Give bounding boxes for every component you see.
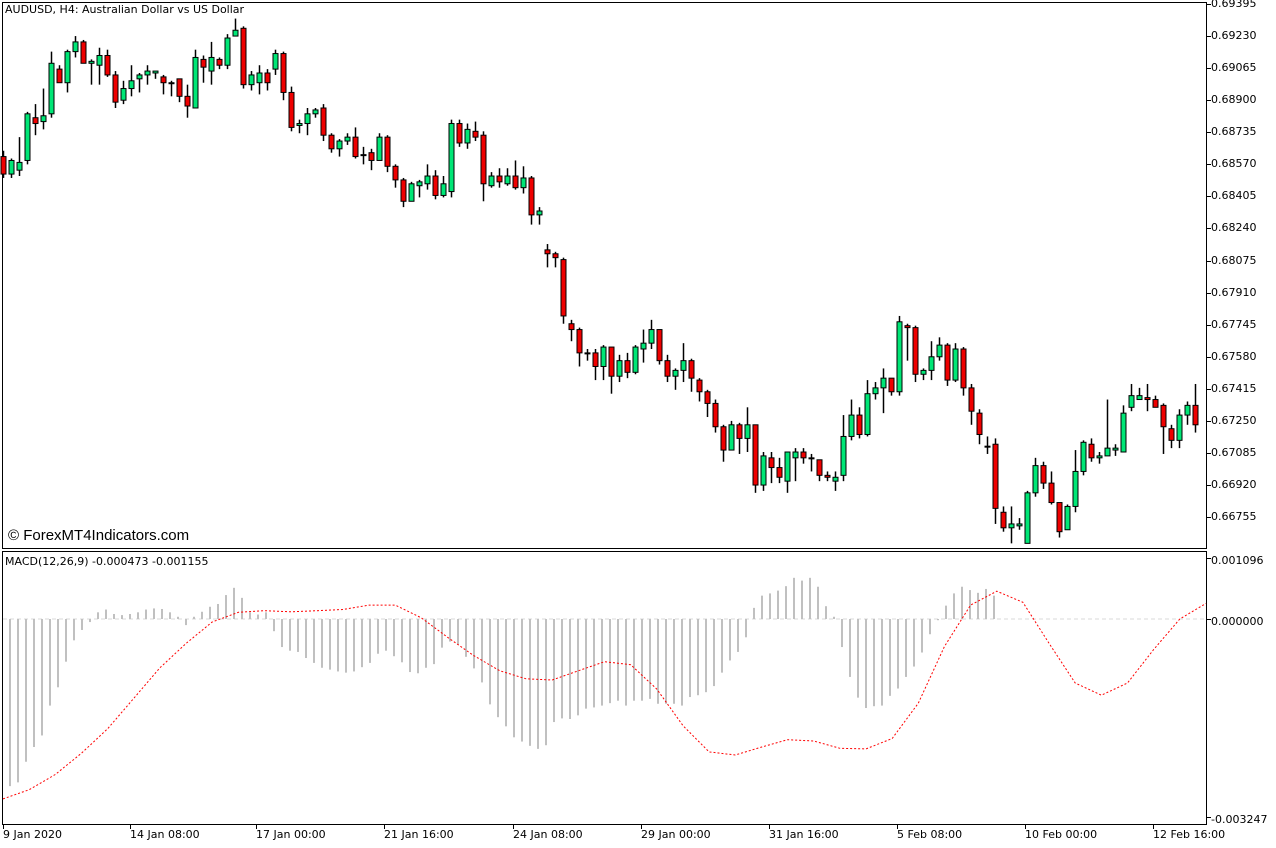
macd-tick [1207, 619, 1211, 620]
macd-tick-label: 0.001096 [1211, 554, 1264, 567]
price-chart-pane[interactable] [2, 2, 1207, 549]
macd-tick [1207, 558, 1211, 559]
time-tick [641, 825, 642, 829]
time-tick [1153, 825, 1154, 829]
price-tick [1207, 293, 1211, 294]
price-tick [1207, 132, 1211, 133]
price-tick-label: 0.67580 [1211, 350, 1257, 363]
time-tick [513, 825, 514, 829]
price-tick [1207, 196, 1211, 197]
macd-indicator-label: MACD(12,26,9) -0.000473 -0.001155 [5, 555, 209, 568]
price-tick [1207, 164, 1211, 165]
time-tick [897, 825, 898, 829]
price-tick-label: 0.66755 [1211, 510, 1257, 523]
price-tick [1207, 421, 1211, 422]
price-tick-label: 0.67250 [1211, 414, 1257, 427]
price-tick [1207, 485, 1211, 486]
watermark: © ForexMT4Indicators.com [8, 527, 190, 544]
price-tick-label: 0.68570 [1211, 157, 1257, 170]
price-tick-label: 0.67085 [1211, 446, 1257, 459]
price-tick-label: 0.69065 [1211, 61, 1257, 74]
time-tick [769, 825, 770, 829]
macd-tick-label: -0.003247 [1211, 813, 1268, 826]
price-tick [1207, 100, 1211, 101]
price-tick-label: 0.67415 [1211, 382, 1257, 395]
price-tick-label: 0.68240 [1211, 221, 1257, 234]
price-tick [1207, 261, 1211, 262]
price-tick-label: 0.68405 [1211, 189, 1257, 202]
price-tick-label: 0.67745 [1211, 318, 1257, 331]
price-tick-label: 0.66920 [1211, 478, 1257, 491]
time-tick [130, 825, 131, 829]
price-tick-label: 0.69230 [1211, 29, 1257, 42]
macd-indicator-pane[interactable] [2, 551, 1207, 825]
price-tick-label: 0.68075 [1211, 254, 1257, 267]
time-tick-label: 5 Feb 08:00 [897, 828, 963, 841]
time-tick-label: 17 Jan 00:00 [256, 828, 326, 841]
time-tick [384, 825, 385, 829]
price-tick [1207, 68, 1211, 69]
price-tick [1207, 36, 1211, 37]
time-tick [1025, 825, 1026, 829]
price-tick-label: 0.68735 [1211, 125, 1257, 138]
macd-tick-label: 0.000000 [1211, 615, 1264, 628]
price-tick-label: 0.67910 [1211, 286, 1257, 299]
price-tick [1207, 389, 1211, 390]
price-tick [1207, 357, 1211, 358]
price-tick-label: 0.68900 [1211, 93, 1257, 106]
price-tick [1207, 228, 1211, 229]
price-tick [1207, 4, 1211, 5]
price-tick [1207, 453, 1211, 454]
chart-title: AUDUSD, H4: Australian Dollar vs US Doll… [5, 3, 245, 16]
time-tick-label: 24 Jan 08:00 [513, 828, 583, 841]
macd-tick [1207, 817, 1211, 818]
time-tick-label: 9 Jan 2020 [3, 828, 62, 841]
time-tick-label: 31 Jan 16:00 [769, 828, 839, 841]
time-tick-label: 14 Jan 08:00 [130, 828, 200, 841]
time-tick-label: 29 Jan 00:00 [641, 828, 711, 841]
time-tick [256, 825, 257, 829]
time-tick-label: 21 Jan 16:00 [384, 828, 454, 841]
time-tick [3, 825, 4, 829]
price-tick [1207, 517, 1211, 518]
price-tick [1207, 325, 1211, 326]
time-tick-label: 12 Feb 16:00 [1153, 828, 1226, 841]
price-tick-label: 0.69395 [1211, 0, 1257, 10]
time-tick-label: 10 Feb 00:00 [1025, 828, 1098, 841]
